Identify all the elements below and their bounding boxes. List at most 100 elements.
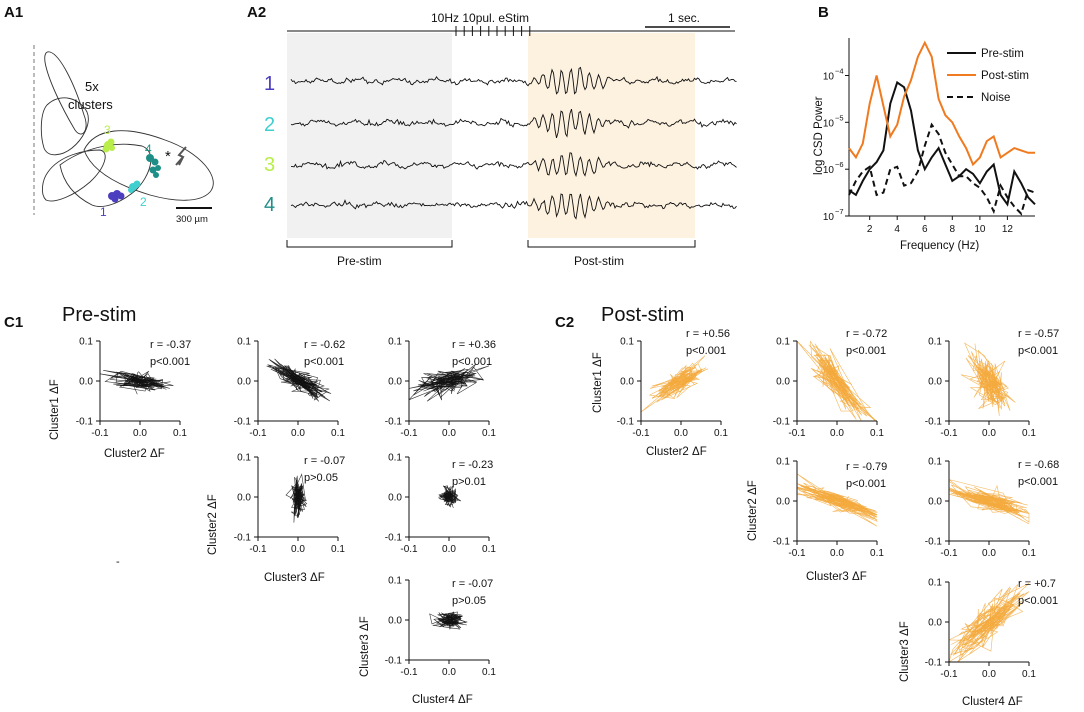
svg-text:10: 10 <box>823 212 835 223</box>
c2-p-value-r1-c3: p<0.001 <box>846 345 886 357</box>
y-tick-label: 0.1 <box>237 453 251 464</box>
c1-r-value-r2-c4: r = -0.23 <box>452 459 493 471</box>
c2-r-value-r1-c4: r = -0.57 <box>1018 328 1059 340</box>
c1-p-value-r1-c2: p<0.001 <box>150 356 190 368</box>
x-tick-label: -0.1 <box>940 669 958 680</box>
b-y-ticks: 10−4 10−5 10−6 10−7 <box>823 67 849 223</box>
c2-p-value-r2-c4: p<0.001 <box>1018 476 1058 488</box>
trajectory-line <box>969 351 1009 410</box>
x-tick-label: 0.1 <box>1022 428 1036 439</box>
y-tick-label: -0.1 <box>773 537 791 548</box>
c1-row-label-1: Cluster1 ΔF <box>49 379 61 440</box>
panel-label-c1: C1 <box>4 314 23 331</box>
c2-row-label-3: Cluster3 ΔF <box>899 621 911 682</box>
traces <box>290 66 737 220</box>
trajectory-line <box>293 473 308 519</box>
b-xtick-2: 2 <box>867 216 873 235</box>
y-tick-label: 0.1 <box>79 337 93 348</box>
panel-label-b: B <box>818 4 829 21</box>
x-tick-label: 0.1 <box>482 544 496 555</box>
pre-stim-shade <box>287 33 452 238</box>
x-tick-label: 0.1 <box>870 428 884 439</box>
trajectory-line <box>948 479 1030 523</box>
x-tick-label: 0.0 <box>982 428 996 439</box>
y-tick-label: -0.1 <box>234 533 252 544</box>
c1-scatter-points-r2-c3 <box>285 473 308 523</box>
c2-scatter-points-r2-c3 <box>796 473 878 527</box>
x-tick-label: -0.1 <box>400 544 418 555</box>
a1-label-4: 4 <box>145 142 152 156</box>
y-tick-label: 0.1 <box>776 457 790 468</box>
x-tick-label: 0.0 <box>442 667 456 678</box>
b-ytick-1e-5: 10−5 <box>823 113 849 129</box>
svg-text:−5: −5 <box>835 113 844 122</box>
post-stim-label: Post-stim <box>574 254 624 268</box>
a1-title-line2: clusters <box>68 97 113 112</box>
svg-text:2: 2 <box>867 224 873 235</box>
x-tick-label: 0.0 <box>830 548 844 559</box>
x-tick-label: 0.0 <box>674 428 688 439</box>
y-tick-label: 0.1 <box>620 337 634 348</box>
c1-scatter-r2-c4: r = -0.23 p>0.01 -0.1-0.1 0.0 0.0 0.1 0.1 <box>385 453 497 556</box>
x-tick-label: -0.1 <box>91 428 109 439</box>
c1-r-value-r1-c3: r = -0.62 <box>304 339 345 351</box>
trajectory-line <box>796 487 878 527</box>
outline-lobe-2 <box>40 97 89 156</box>
x-tick-label: 0.1 <box>482 428 496 439</box>
trajectory-line <box>438 485 459 507</box>
y-tick-label: 0.1 <box>928 457 942 468</box>
spectrum-chart: 10−4 10−5 10−6 10−7 2 4 6 8 10 12 Freque… <box>813 38 1036 252</box>
c2-r-value-r2-c4: r = -0.68 <box>1018 459 1059 471</box>
c1-r-value-r1-c2: r = -0.37 <box>150 339 191 351</box>
x-tick-label: -0.1 <box>249 544 267 555</box>
svg-text:10: 10 <box>823 118 835 129</box>
trajectory-line <box>277 365 331 402</box>
c2-scatter-points-r2-c4 <box>948 479 1030 525</box>
x-tick-label: 0.1 <box>1022 548 1036 559</box>
c2-scatter-r1-c4: r = -0.57 p<0.001 -0.1-0.1 0.0 0.0 0.1 0.1 <box>925 328 1060 439</box>
y-tick-label: 0.1 <box>388 576 402 587</box>
b-ytick-1e-7: 10−7 <box>823 207 849 223</box>
y-tick-label: -0.1 <box>925 537 943 548</box>
b-xtick-8: 8 <box>950 216 956 235</box>
c1-r-value-r3-c4: r = -0.07 <box>452 578 493 590</box>
c1-title: Pre-stim <box>62 304 136 326</box>
y-tick-label: 0.0 <box>388 493 402 504</box>
b-ytick-1e-6: 10−6 <box>823 160 849 176</box>
c2-scatter-r3-c4: r = +0.7 p<0.001 -0.1-0.1 0.0 0.0 0.1 0.1 <box>925 578 1058 681</box>
c1-col-label-3: Cluster4 ΔF <box>412 694 473 706</box>
cluster-3-marker <box>102 138 115 153</box>
y-tick-label: 0.0 <box>620 377 634 388</box>
y-tick-label: -0.1 <box>617 417 635 428</box>
trajectory-line <box>949 583 1030 656</box>
panel-label-a2: A2 <box>247 4 266 21</box>
c1-p-value-r2-c4: p>0.01 <box>452 476 486 488</box>
trajectory-line <box>413 368 477 398</box>
svg-text:4: 4 <box>894 224 900 235</box>
c1-scatter-r2-c3: r = -0.07 p>0.05 -0.1-0.1 0.0 0.0 0.1 0.1 <box>234 453 346 556</box>
c1-r-value-r2-c3: r = -0.07 <box>304 455 345 467</box>
c1-p-value-r2-c3: p>0.05 <box>304 472 338 484</box>
svg-text:10: 10 <box>974 224 986 235</box>
c2-r-value-r3-c4: r = +0.7 <box>1018 578 1056 590</box>
c1-row-label-2: Cluster2 ΔF <box>207 494 219 555</box>
a1-title-line1: 5x <box>85 79 99 94</box>
x-tick-label: 0.0 <box>291 428 305 439</box>
x-tick-label: -0.1 <box>788 428 806 439</box>
outline-lobe-5 <box>83 130 214 201</box>
a1-label-1: 1 <box>100 205 107 219</box>
c1-scatter-r3-c4: r = -0.07 p>0.05 -0.1-0.1 0.0 0.0 0.1 0.1 <box>385 576 497 679</box>
b-y-label: log CSD Power <box>813 96 825 175</box>
trace-3 <box>291 152 737 178</box>
svg-text:8: 8 <box>950 224 956 235</box>
c2-scatter-points-r1-c2 <box>641 355 709 413</box>
c2-col-label-2: Cluster3 ΔF <box>806 571 867 583</box>
svg-text:−6: −6 <box>835 160 844 169</box>
x-tick-label: 0.1 <box>331 544 345 555</box>
c1-p-value-r1-c4: p<0.001 <box>452 356 492 368</box>
x-tick-label: 0.0 <box>291 544 305 555</box>
x-tick-label: 0.0 <box>982 669 996 680</box>
y-tick-label: -0.1 <box>385 417 403 428</box>
trajectory-line <box>408 372 468 402</box>
